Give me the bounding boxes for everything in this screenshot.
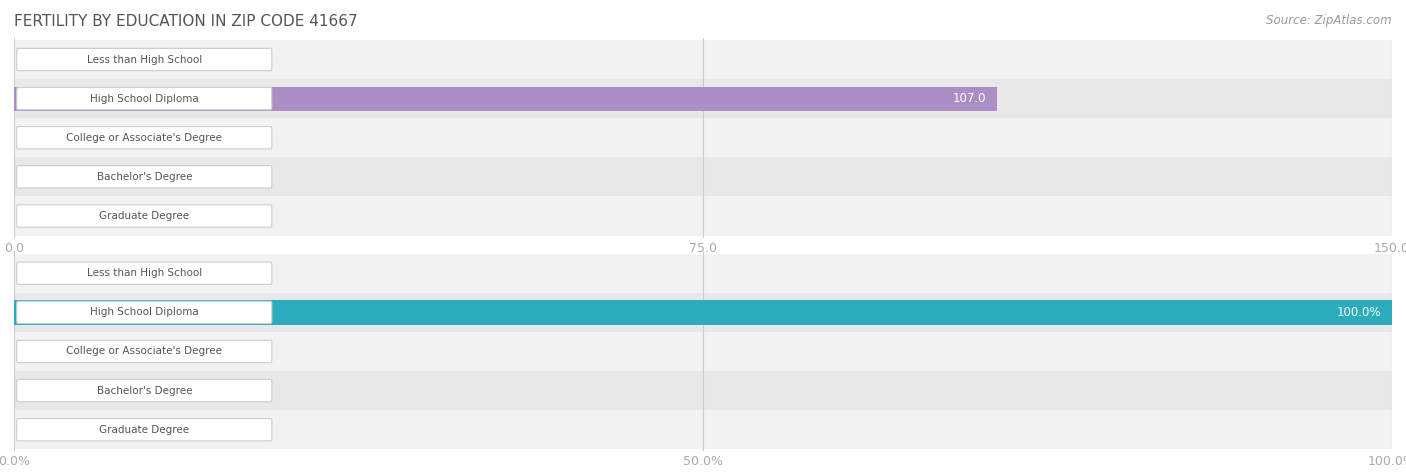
Text: 0.0%: 0.0%: [31, 423, 60, 436]
Text: High School Diploma: High School Diploma: [90, 94, 198, 104]
FancyBboxPatch shape: [17, 380, 271, 402]
Text: 0.0: 0.0: [31, 131, 49, 144]
Text: 0.0: 0.0: [31, 53, 49, 66]
Text: Less than High School: Less than High School: [87, 268, 202, 278]
Bar: [0, 254, 1406, 293]
Text: 107.0: 107.0: [952, 92, 986, 105]
FancyBboxPatch shape: [17, 87, 271, 110]
Bar: [0, 79, 1406, 118]
Text: FERTILITY BY EDUCATION IN ZIP CODE 41667: FERTILITY BY EDUCATION IN ZIP CODE 41667: [14, 14, 357, 29]
Bar: [0, 118, 1406, 157]
Bar: [0, 410, 1406, 449]
Text: Graduate Degree: Graduate Degree: [100, 425, 190, 435]
Text: 0.0%: 0.0%: [31, 384, 60, 397]
FancyBboxPatch shape: [17, 166, 271, 188]
Text: Source: ZipAtlas.com: Source: ZipAtlas.com: [1267, 14, 1392, 27]
Bar: [0, 371, 1406, 410]
FancyBboxPatch shape: [17, 127, 271, 149]
Text: 0.0%: 0.0%: [31, 267, 60, 280]
Bar: [0, 197, 1406, 236]
FancyBboxPatch shape: [17, 341, 271, 362]
FancyBboxPatch shape: [17, 418, 271, 441]
Text: Bachelor's Degree: Bachelor's Degree: [97, 172, 193, 182]
Bar: [0, 293, 1406, 332]
FancyBboxPatch shape: [17, 48, 271, 71]
Text: Less than High School: Less than High School: [87, 55, 202, 65]
Bar: [0, 157, 1406, 197]
Text: College or Associate's Degree: College or Associate's Degree: [66, 133, 222, 143]
FancyBboxPatch shape: [17, 301, 271, 323]
Text: College or Associate's Degree: College or Associate's Degree: [66, 346, 222, 357]
Bar: [14, 86, 997, 111]
Text: 0.0: 0.0: [31, 171, 49, 183]
FancyBboxPatch shape: [17, 262, 271, 285]
Bar: [0, 332, 1406, 371]
Text: 0.0: 0.0: [31, 209, 49, 222]
Bar: [0, 40, 1406, 79]
Bar: [14, 300, 1392, 324]
Text: 100.0%: 100.0%: [1337, 306, 1381, 319]
Text: 0.0%: 0.0%: [31, 345, 60, 358]
FancyBboxPatch shape: [17, 205, 271, 227]
Text: Bachelor's Degree: Bachelor's Degree: [97, 386, 193, 396]
Text: High School Diploma: High School Diploma: [90, 307, 198, 317]
Text: Graduate Degree: Graduate Degree: [100, 211, 190, 221]
